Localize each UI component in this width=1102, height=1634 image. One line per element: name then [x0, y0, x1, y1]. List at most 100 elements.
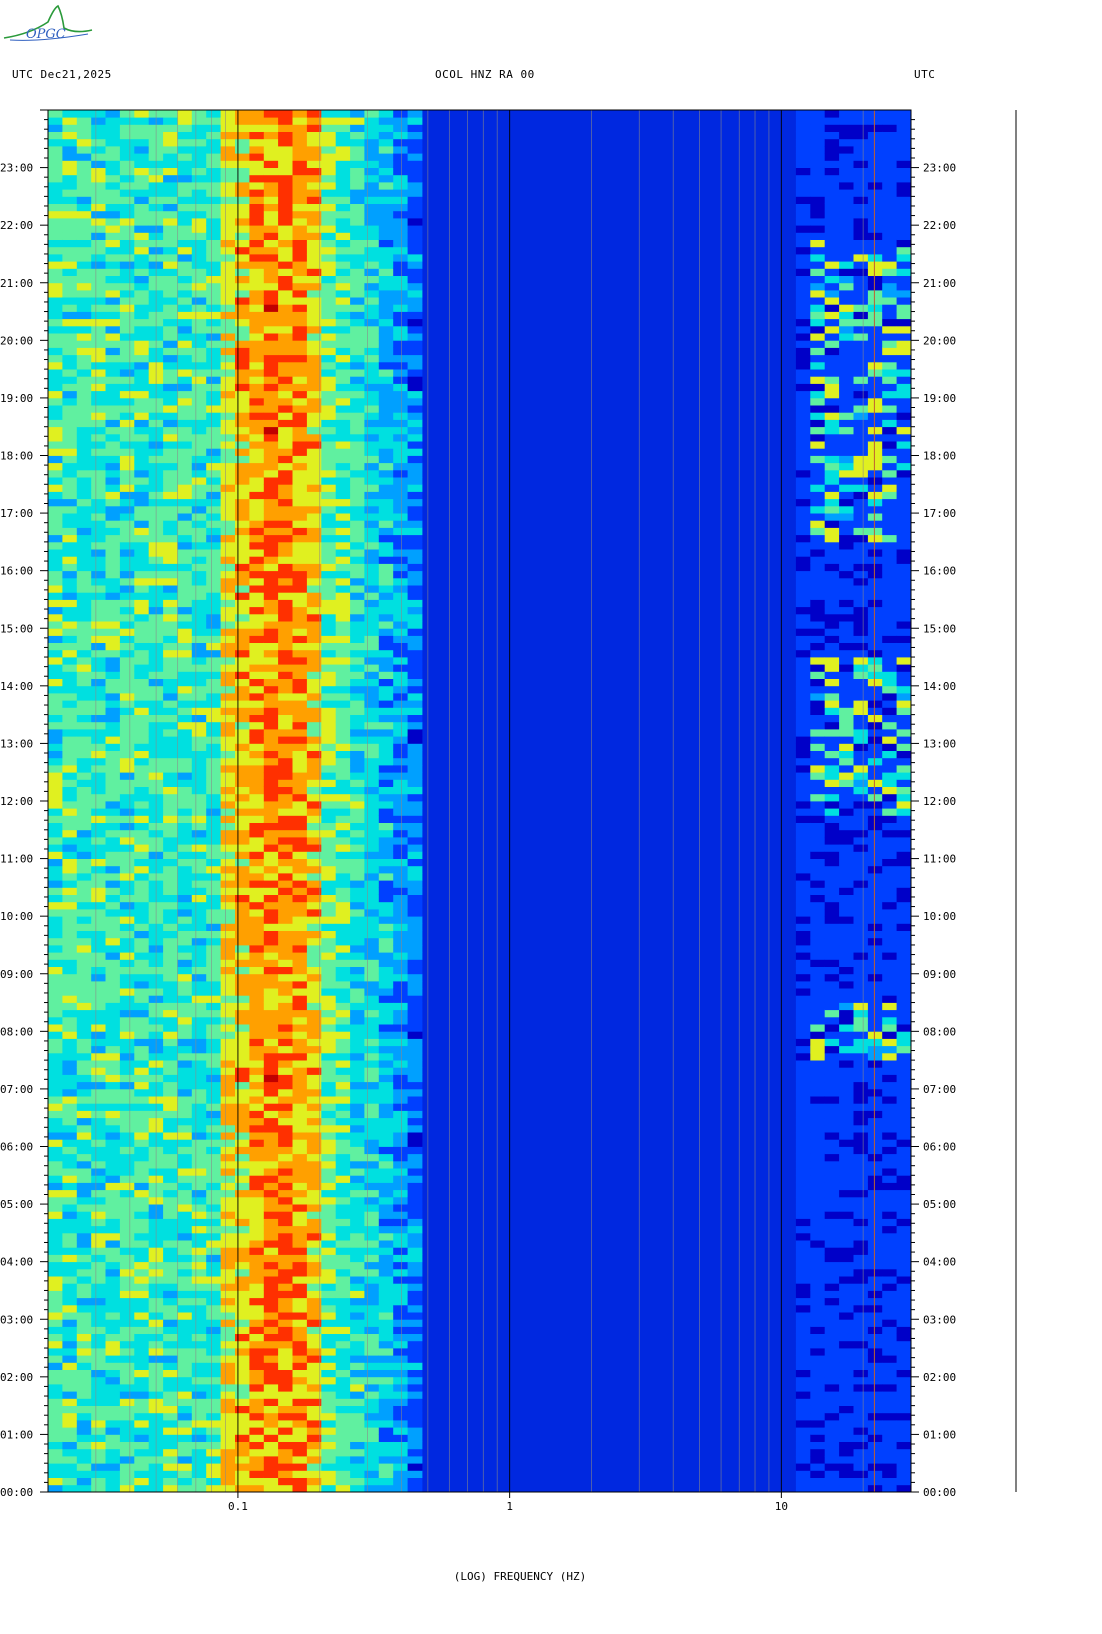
heatmap-cell [393, 1117, 408, 1126]
heatmap-cell [235, 1405, 250, 1414]
heatmap-cell [91, 1405, 106, 1414]
heatmap-cell [249, 1261, 265, 1270]
heatmap-cell [163, 765, 178, 773]
heatmap-cell [119, 505, 135, 514]
heatmap-cell [335, 1096, 351, 1104]
heatmap-cell [134, 275, 150, 284]
heatmap-cell [393, 354, 408, 363]
heatmap-cell [191, 261, 207, 269]
heatmap-cell [191, 397, 207, 406]
heatmap-cell [220, 822, 236, 831]
heatmap-cell [220, 1060, 236, 1068]
heatmap-cell [407, 1441, 423, 1450]
heatmap-cell [220, 793, 236, 802]
heatmap-cell [220, 153, 236, 161]
heatmap-cell [378, 959, 394, 967]
heatmap-cell [134, 1218, 150, 1227]
heatmap-cell [206, 563, 221, 572]
heatmap-cell [91, 1412, 106, 1421]
heatmap-cell [235, 246, 250, 255]
heatmap-cell [278, 772, 293, 780]
heatmap-cell [407, 930, 423, 939]
heatmap-cell [393, 189, 408, 197]
heatmap-cell [105, 534, 121, 543]
heatmap-cell [119, 563, 135, 572]
heatmap-cell [191, 1376, 207, 1385]
heatmap-cell [407, 570, 423, 579]
heatmap-cell [350, 930, 365, 939]
heatmap-cell [163, 405, 178, 413]
heatmap-cell [62, 556, 78, 564]
heatmap-cell [48, 131, 63, 140]
heatmap-cell [220, 254, 236, 262]
heatmap-cell [119, 930, 135, 939]
heatmap-cell [105, 1117, 121, 1126]
heatmap-cell [235, 1211, 250, 1219]
heatmap-cell [206, 469, 221, 478]
heatmap-cell [206, 1348, 221, 1356]
heatmap-cell [62, 1204, 78, 1212]
heatmap-cell [393, 1391, 408, 1399]
heatmap-cell [364, 333, 380, 341]
heatmap-cell [119, 916, 135, 924]
heatmap-cell [407, 448, 423, 456]
heatmap-cell [62, 354, 78, 363]
heatmap-cell [278, 973, 293, 982]
heatmap-cell [206, 736, 221, 744]
heatmap-cell [48, 822, 63, 831]
heatmap-cell [278, 1211, 293, 1219]
heatmap-cell [177, 945, 193, 953]
heatmap-cell [335, 383, 351, 392]
heatmap-cell [134, 995, 150, 1003]
heatmap-cell [306, 930, 322, 939]
heatmap-cell [76, 1405, 92, 1414]
heatmap-cell [206, 887, 221, 895]
heatmap-cell [249, 1268, 265, 1277]
heatmap-cell [191, 1434, 207, 1442]
heatmap-cell [220, 210, 236, 219]
heatmap-cell [393, 635, 408, 643]
heatmap-cell [206, 1103, 221, 1111]
heatmap-cell [91, 311, 106, 320]
heatmap-cell [134, 642, 150, 651]
heatmap-cell [393, 585, 408, 593]
heatmap-cell [76, 570, 92, 579]
heatmap-cell [321, 426, 337, 435]
heatmap-cell [321, 261, 337, 269]
heatmap-cell [278, 311, 293, 320]
heatmap-cell [235, 1081, 250, 1090]
heatmap-cell [163, 1024, 178, 1032]
heatmap-cell [62, 822, 78, 831]
heatmap-cell [119, 1016, 135, 1025]
heatmap-cell [278, 1333, 293, 1342]
heatmap-cell [163, 916, 178, 924]
heatmap-cell [76, 556, 92, 564]
heatmap-cell [163, 455, 178, 464]
heatmap-cell [306, 563, 322, 572]
heatmap-cell [378, 1031, 394, 1039]
heatmap-cell [48, 146, 63, 154]
heatmap-cell [335, 1146, 351, 1155]
heatmap-cell [91, 1283, 106, 1291]
heatmap-cell [76, 628, 92, 636]
heatmap-cell [350, 1045, 365, 1054]
heatmap-cell [48, 815, 63, 823]
heatmap-cell [263, 613, 279, 622]
heatmap-cell [364, 455, 380, 464]
heatmap-cell [191, 1319, 207, 1327]
heatmap-cell [350, 541, 365, 550]
heatmap-cell [220, 621, 236, 629]
heatmap-cell [163, 1276, 178, 1284]
heatmap-cell [335, 642, 351, 651]
heatmap-cell [220, 585, 236, 593]
heatmap-cell [321, 628, 337, 636]
heatmap-cell [407, 1225, 423, 1234]
heatmap-cell [306, 1333, 322, 1342]
heatmap-cell [350, 995, 365, 1003]
heatmap-cell [119, 865, 135, 874]
heatmap-cell [378, 851, 394, 859]
heatmap-cell [105, 1369, 121, 1378]
heatmap-cell [321, 1470, 337, 1478]
heatmap-cell [163, 189, 178, 197]
heatmap-cell [378, 786, 394, 795]
